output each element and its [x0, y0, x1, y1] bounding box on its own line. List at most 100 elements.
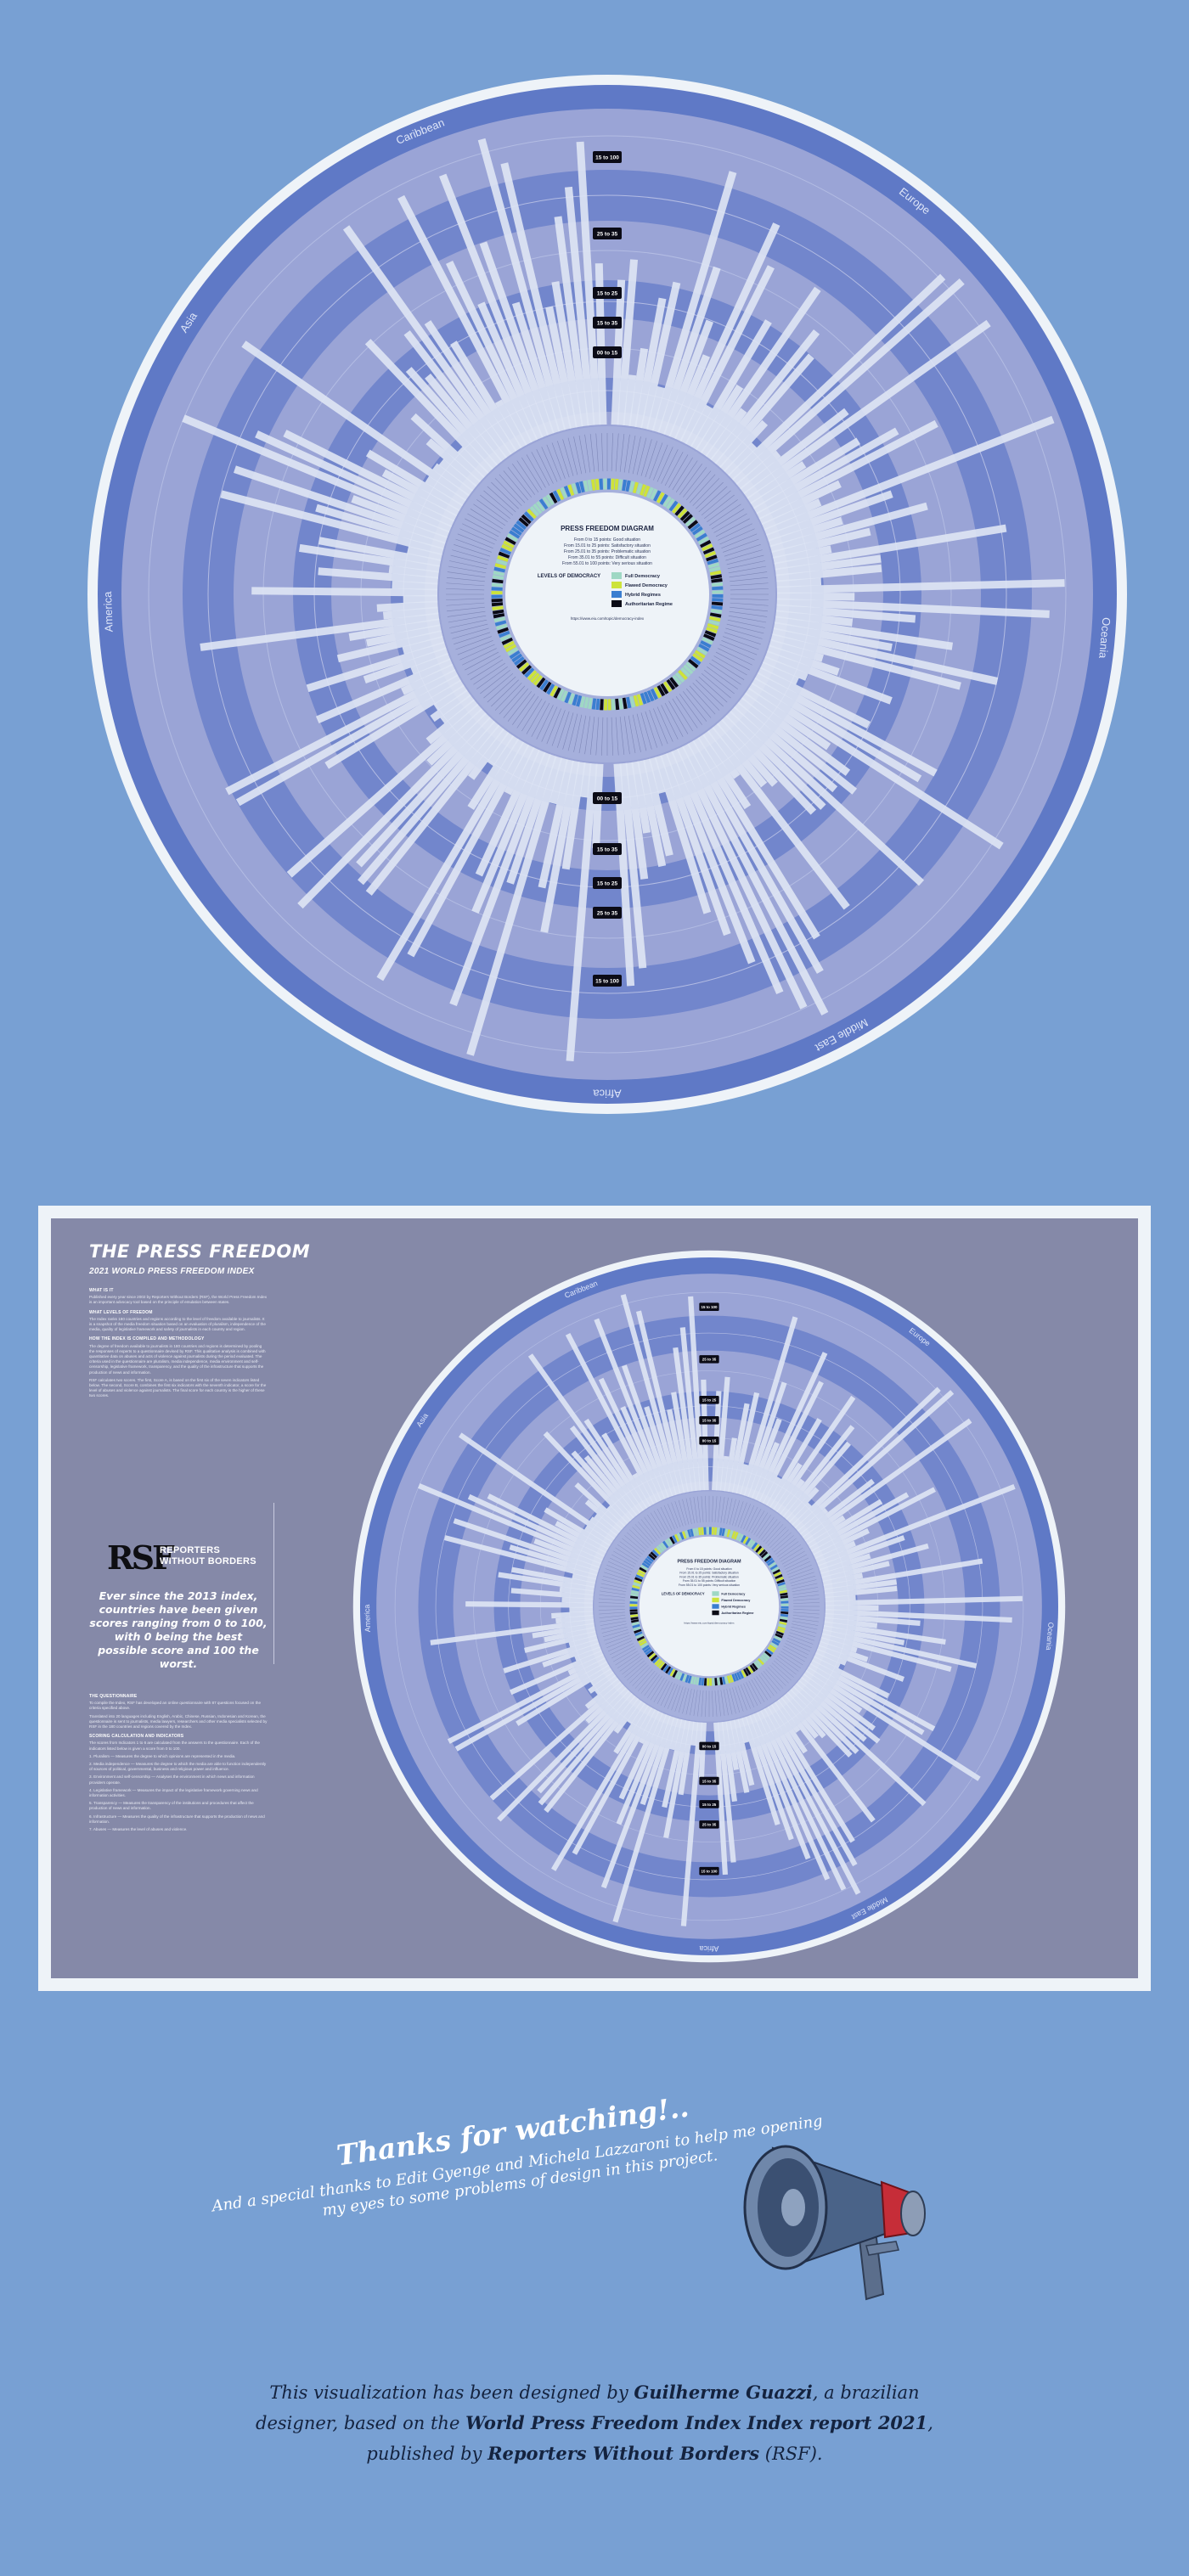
country-bar [808, 1663, 925, 1735]
country-label-mark [512, 464, 536, 495]
country-bar [543, 1431, 632, 1524]
democracy-segment [749, 1540, 756, 1549]
country-label-mark [452, 549, 489, 561]
country-label-mark [507, 467, 532, 498]
country-label-mark [521, 698, 543, 732]
country-label-mark [649, 710, 663, 746]
country-label-mark [473, 662, 505, 685]
country-label-mark [674, 1501, 684, 1527]
democracy-segment [634, 1579, 642, 1584]
section-text: RSF calculates two scores. The first, Sc… [89, 1377, 267, 1398]
democracy-segment [767, 1646, 775, 1653]
country-bar [315, 503, 446, 550]
country-bar [430, 689, 471, 723]
score-range-marker [593, 843, 622, 855]
country-bar [324, 679, 465, 769]
country-bar [579, 762, 592, 798]
democracy-segment [767, 1560, 775, 1566]
country-bar [487, 732, 515, 767]
democracy-segment [692, 1528, 696, 1537]
country-label-mark [455, 538, 492, 553]
democracy-segment [657, 1544, 665, 1552]
country-bar [568, 1634, 598, 1648]
democracy-segment [638, 1638, 646, 1644]
region-label: America [101, 591, 116, 633]
country-label-mark [792, 1595, 820, 1598]
country-bar [365, 724, 504, 896]
country-label-mark [663, 1505, 675, 1530]
country-bar [671, 1392, 693, 1493]
country-label-mark [467, 513, 501, 533]
region-label: Oceania [1096, 616, 1113, 659]
country-bar [798, 1677, 881, 1744]
country-label-mark [589, 434, 595, 472]
country-label-mark [697, 1690, 701, 1717]
democracy-segment [654, 1658, 662, 1666]
country-bar [721, 715, 817, 815]
country-bar [551, 1611, 594, 1619]
country-label-mark [780, 1651, 803, 1666]
country-bar [762, 1476, 782, 1506]
country-label-mark [671, 1502, 681, 1527]
country-bar [819, 1553, 871, 1574]
country-bar [786, 1487, 820, 1523]
score-range-label: 15 to 100 [702, 1305, 718, 1309]
score-range-label: 00 to 15 [702, 1744, 717, 1748]
country-bar [792, 1386, 941, 1529]
center-disc [505, 492, 709, 696]
country-bar [814, 1540, 856, 1563]
country-label-mark [730, 577, 768, 582]
country-label-mark [668, 700, 689, 734]
country-label-mark [664, 702, 684, 737]
democracy-segment [765, 1648, 774, 1656]
country-bar [824, 1617, 878, 1628]
country-bar [741, 692, 851, 776]
democracy-segment [691, 526, 703, 536]
country-bar [721, 1721, 738, 1803]
country-label-mark [499, 474, 526, 503]
democracy-segment [758, 1549, 766, 1556]
democracy-segment [679, 510, 690, 521]
country-label-mark [491, 481, 519, 509]
democracy-segment [635, 1574, 644, 1580]
democracy-segment [738, 1671, 744, 1679]
country-bar [306, 641, 447, 693]
democracy-segment [669, 1536, 675, 1544]
democracy-segment [495, 623, 508, 631]
center-range-text: From 15.01 to 25 points: Satisfactory si… [679, 1572, 738, 1575]
country-label-mark [719, 644, 755, 661]
country-label-mark [715, 518, 750, 537]
credits-text: , [927, 2413, 933, 2433]
democracy-segment [706, 554, 718, 562]
democracy-segment [704, 550, 717, 559]
country-bar [782, 1441, 852, 1520]
democracy-segment [535, 500, 545, 512]
country-bar [735, 450, 781, 490]
country-bar [365, 449, 464, 512]
democracy-segment [648, 1553, 656, 1561]
country-bar [426, 708, 487, 766]
democracy-segment [696, 532, 707, 542]
country-bar [766, 490, 893, 542]
country-bar [735, 1464, 749, 1495]
country-bar [234, 465, 448, 544]
country-label-mark [698, 676, 728, 703]
country-bar [561, 762, 586, 870]
country-label-mark [640, 439, 652, 476]
poster-quote: Ever since the 2013 index, countries hav… [89, 1589, 268, 1670]
country-bar [283, 430, 458, 522]
country-label-mark [729, 610, 768, 617]
country-bar [820, 1637, 858, 1653]
country-bar [594, 1674, 619, 1696]
country-bar [685, 404, 713, 447]
country-label-mark [455, 636, 492, 650]
country-label-mark [711, 659, 745, 680]
democracy-segment [583, 696, 589, 709]
country-label-mark [678, 1499, 686, 1526]
democracy-segment [645, 1557, 653, 1565]
score-range-marker [699, 1355, 719, 1364]
country-bar [752, 1712, 831, 1881]
country-label-mark [447, 606, 485, 612]
country-label-mark [473, 503, 505, 526]
country-label-mark [450, 623, 488, 634]
